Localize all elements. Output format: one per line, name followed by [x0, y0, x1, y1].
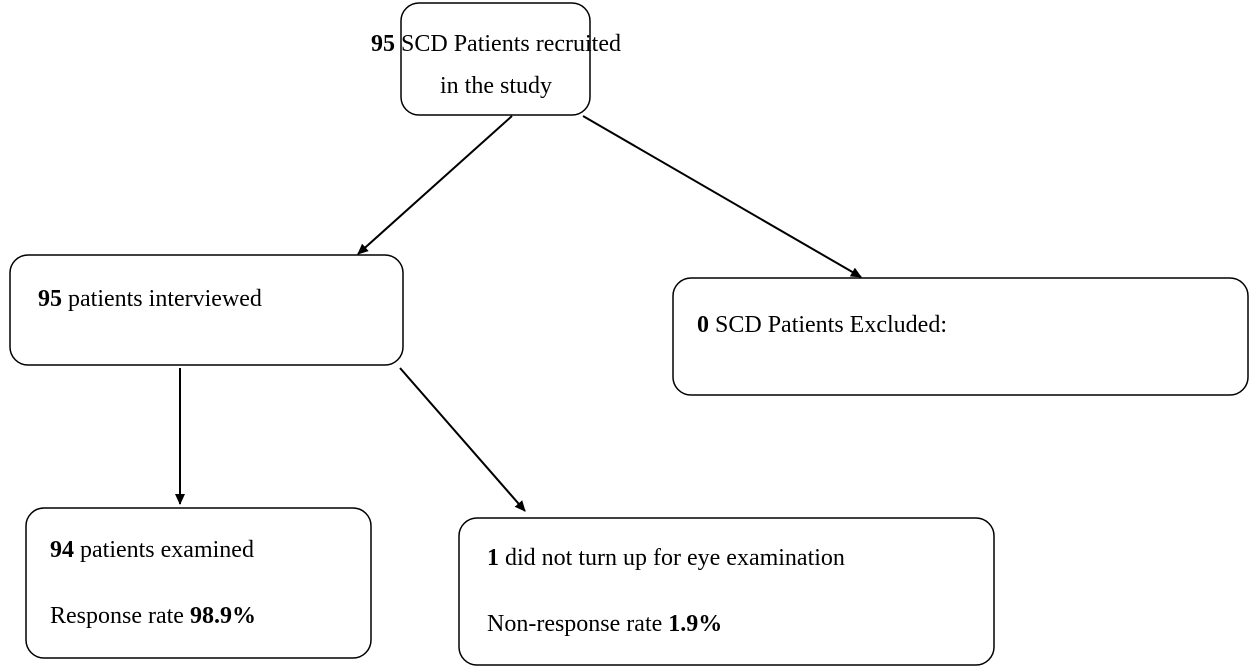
node-text: Non-response rate 1.9% — [487, 611, 722, 637]
node-text: 95 patients interviewed — [38, 286, 262, 312]
box-interviewed — [9, 254, 404, 366]
node-text: 1 did not turn up for eye examination — [487, 545, 845, 571]
node-label: did not turn up for eye examination — [505, 545, 845, 571]
node-label: patients examined — [80, 537, 254, 563]
arrow — [399, 367, 526, 512]
node-text: 0 SCD Patients Excluded: — [697, 312, 947, 338]
node-number: 1 — [487, 545, 499, 571]
node-label: Response rate — [50, 603, 184, 629]
node-number: 95 — [38, 286, 62, 312]
node-number: 0 — [697, 312, 709, 338]
node-number: 94 — [50, 537, 74, 563]
node-number: 95 — [371, 31, 395, 57]
box-examined — [25, 507, 372, 659]
arrow — [357, 115, 513, 255]
node-label: SCD Patients recruited — [401, 31, 621, 57]
node-label: in the study — [440, 73, 552, 99]
node-number: 1.9% — [668, 611, 722, 637]
node-label: patients interviewed — [68, 286, 262, 312]
box-recruited — [400, 2, 591, 116]
node-label: SCD Patients Excluded: — [715, 312, 947, 338]
arrow — [582, 115, 862, 278]
node-text: in the study — [440, 73, 552, 99]
box-not-turned-up — [458, 517, 995, 666]
node-number: 98.9% — [190, 603, 256, 629]
node-label: Non-response rate — [487, 611, 662, 637]
node-text: Response rate 98.9% — [50, 603, 256, 629]
node-text: 95 SCD Patients recruited — [371, 31, 621, 57]
box-excluded — [672, 277, 1249, 396]
node-text: 94 patients examined — [50, 537, 254, 563]
